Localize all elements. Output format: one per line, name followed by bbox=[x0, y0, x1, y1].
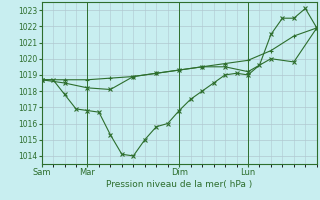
X-axis label: Pression niveau de la mer( hPa ): Pression niveau de la mer( hPa ) bbox=[106, 180, 252, 189]
